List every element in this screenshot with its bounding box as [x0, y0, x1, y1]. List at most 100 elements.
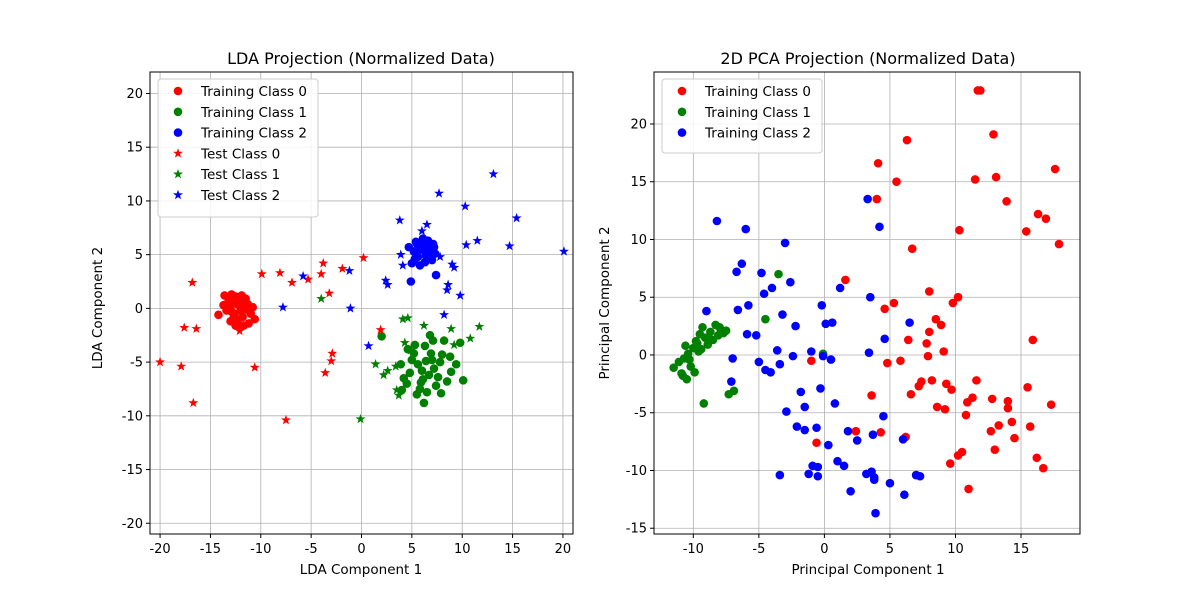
- pca-legend-marker: [677, 86, 687, 96]
- pca-data-point: [942, 379, 951, 389]
- pca-data-point: [821, 319, 831, 329]
- lda-data-point: [412, 239, 422, 249]
- lda-data-point: [426, 349, 436, 358]
- lda-y-tick-label: -15: [122, 463, 143, 478]
- pca-data-point: [681, 341, 690, 351]
- pca-data-point: [1033, 209, 1043, 219]
- lda-test-point: [327, 348, 338, 358]
- pca-data-point: [902, 135, 912, 145]
- lda-data-point: [219, 300, 228, 310]
- pca-data-point: [830, 399, 840, 408]
- pca-data-point: [923, 351, 933, 361]
- lda-data-point: [420, 341, 430, 351]
- pca-data-point: [669, 363, 678, 372]
- lda-data-point: [406, 277, 416, 286]
- pca-data-point: [839, 461, 849, 471]
- lda-test-point: [405, 345, 416, 355]
- lda-test-point: [391, 384, 402, 395]
- pca-data-point: [816, 384, 825, 393]
- pca-y-tick-label: -5: [634, 406, 647, 421]
- lda-test-point: [558, 246, 569, 256]
- pca-data-point: [766, 368, 775, 377]
- lda-test-point: [278, 302, 288, 312]
- pca-data-point: [932, 402, 942, 412]
- lda-test-point: [449, 339, 460, 350]
- pca-data-point: [863, 194, 872, 204]
- lda-test-point: [504, 240, 515, 251]
- lda-data-point: [419, 398, 429, 408]
- lda-test-point: [472, 235, 483, 245]
- lda-data-point: [235, 297, 244, 307]
- lda-data-point: [397, 385, 407, 395]
- pca-data-point: [737, 259, 747, 269]
- lda-data-point: [231, 321, 240, 330]
- pca-data-point: [885, 478, 895, 488]
- lda-test-point: [434, 188, 444, 198]
- pca-data-point: [813, 462, 823, 472]
- lda-test-point: [390, 361, 401, 371]
- lda-test-point: [316, 268, 327, 279]
- pca-data-point: [976, 86, 985, 95]
- pca-legend-label: Training Class 1: [704, 105, 811, 121]
- lda-test-point: [249, 362, 260, 372]
- pca-data-point: [843, 426, 853, 436]
- lda-x-tick-label: -10: [250, 542, 271, 557]
- pca-data-point: [792, 422, 802, 431]
- lda-x-tick-label: -20: [149, 542, 170, 557]
- lda-legend-marker: [173, 148, 183, 158]
- lda-test-point: [176, 361, 187, 371]
- lda-data-point: [435, 357, 445, 367]
- pca-data-point: [796, 387, 806, 397]
- lda-test-point: [363, 340, 374, 351]
- lda-legend-label: Test Class 0: [200, 146, 280, 162]
- pca-data-point: [873, 158, 883, 168]
- pca-legend-label: Training Class 0: [704, 84, 811, 100]
- lda-test-point: [326, 355, 337, 366]
- lda-test-point: [234, 325, 245, 336]
- lda-y-tick-label: -20: [122, 517, 143, 532]
- lda-data-point: [429, 242, 439, 252]
- lda-test-point: [395, 249, 406, 259]
- pca-data-point: [729, 386, 739, 396]
- lda-data-point: [415, 384, 425, 394]
- pca-data-point: [1023, 383, 1032, 392]
- pca-data-point: [813, 471, 823, 481]
- lda-test-point: [382, 279, 393, 289]
- pca-data-point: [924, 327, 934, 337]
- pca-data-point: [742, 329, 752, 339]
- pca-data-point: [1003, 396, 1013, 406]
- pca-data-point: [835, 283, 845, 293]
- pca-data-point: [824, 440, 833, 450]
- lda-x-axis-label: LDA Component 1: [300, 562, 422, 578]
- pca-data-point: [961, 410, 971, 420]
- pca-data-point: [927, 376, 937, 385]
- pca-y-tick-label: -15: [626, 522, 647, 537]
- lda-data-point: [409, 247, 419, 256]
- lda-test-point: [416, 225, 427, 236]
- lda-data-point: [413, 359, 423, 369]
- pca-data-point: [872, 194, 882, 204]
- lda-test-point: [355, 413, 366, 424]
- lda-data-point: [417, 366, 427, 375]
- lda-data-point: [250, 314, 260, 324]
- lda-test-point: [442, 284, 453, 295]
- pca-data-point: [775, 470, 785, 480]
- lda-data-point: [416, 378, 426, 387]
- pca-data-point: [868, 430, 878, 439]
- pca-data-point: [754, 357, 764, 367]
- pca-data-point: [924, 287, 934, 296]
- lda-test-point: [447, 259, 458, 269]
- pca-data-point: [957, 447, 967, 457]
- lda-y-tick-label: 5: [135, 248, 143, 263]
- pca-x-axis-label: Principal Component 1: [791, 562, 944, 578]
- pca-data-point: [936, 320, 946, 330]
- lda-data-point: [407, 355, 417, 365]
- lda-data-point: [433, 372, 443, 382]
- pca-x-tick-label: 15: [1013, 542, 1030, 557]
- lda-test-point: [191, 323, 202, 333]
- lda-test-point: [461, 239, 472, 250]
- pca-data-point: [915, 471, 925, 481]
- pca-data-point: [851, 426, 861, 436]
- pca-data-point: [889, 298, 899, 308]
- pca-data-point: [780, 238, 790, 248]
